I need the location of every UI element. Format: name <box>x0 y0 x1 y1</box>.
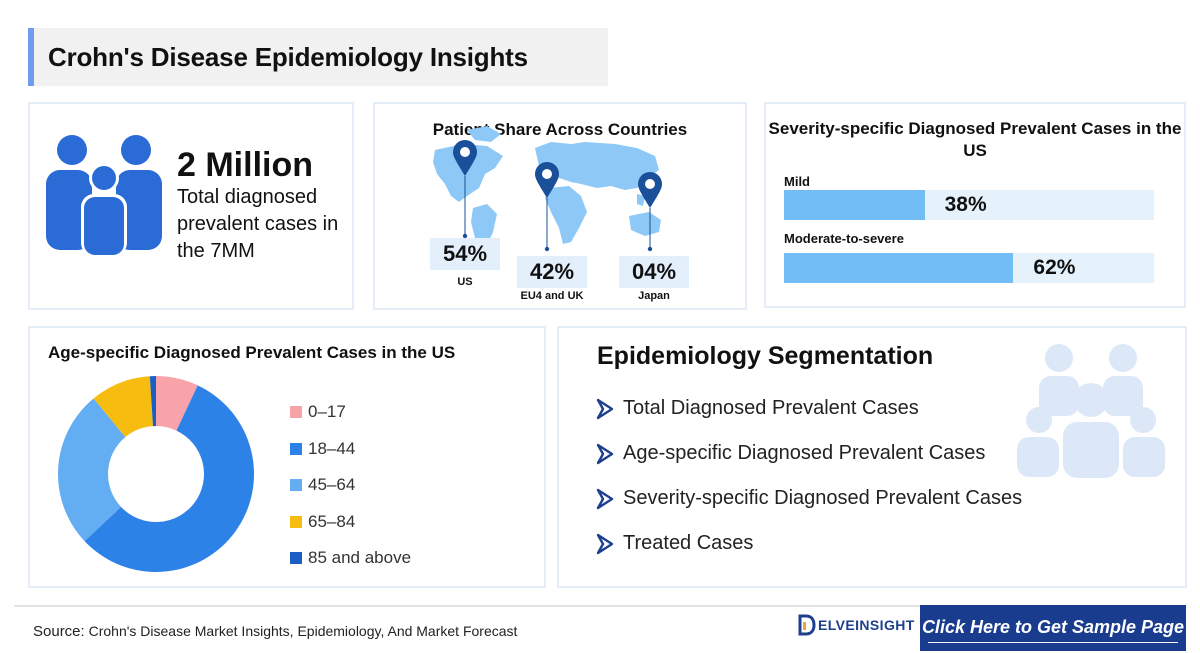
logo-mark-icon <box>798 614 816 636</box>
segmentation-item: Total Diagnosed Prevalent Cases <box>595 386 1022 431</box>
segmentation-item-label: Treated Cases <box>623 532 754 554</box>
footer-divider <box>14 605 1186 607</box>
severity-moderate-value: 62% <box>1033 256 1076 279</box>
legend-swatch <box>290 442 302 455</box>
legend-label: 0–17 <box>308 402 346 422</box>
severity-moderate-label: Moderate-to-severe <box>784 231 904 246</box>
title-box: Crohn's Disease Epidemiology Insights (2… <box>28 28 608 130</box>
segmentation-item: Treated Cases <box>595 521 1022 566</box>
family-icon <box>46 135 162 256</box>
legend-label: 45–64 <box>308 475 356 495</box>
donut-slice <box>93 376 153 438</box>
donut-slice <box>57 398 126 542</box>
donut-slice <box>84 385 255 572</box>
legend-label: 65–84 <box>308 511 356 531</box>
sample-page-label: Click Here to Get Sample Page <box>921 617 1185 637</box>
severity-title: Severity-specific Diagnosed Prevalent Ca… <box>768 119 1182 160</box>
age-donut-chart <box>57 376 255 572</box>
legend-item: 85 and above <box>290 540 411 577</box>
age-legend: 0–17 18–44 45–64 65–84 85 and above <box>290 394 411 577</box>
legend-item: 0–17 <box>290 394 411 431</box>
donut-slice <box>149 376 156 427</box>
world-map-icon <box>433 126 662 254</box>
total-cases-description: Total diagnosed prevalent cases in the 7… <box>177 186 339 262</box>
segmentation-card: Epidemiology Segmentation Total Diagnose… <box>557 326 1187 588</box>
total-cases-card: 2 Million Total diagnosed prevalent case… <box>28 102 354 310</box>
legend-label: 85 and above <box>308 548 412 568</box>
location-pin-japan <box>638 172 662 252</box>
chevron-right-icon <box>596 443 614 464</box>
severity-card: Severity-specific Diagnosed Prevalent Ca… <box>764 102 1186 308</box>
legend-swatch <box>290 515 302 528</box>
legend-swatch <box>290 552 302 565</box>
legend-item: 45–64 <box>290 467 411 504</box>
location-pin-us <box>453 140 477 239</box>
legend-item: 18–44 <box>290 431 411 468</box>
share-us-label: US <box>457 276 473 288</box>
age-card: Age-specific Diagnosed Prevalent Cases i… <box>28 326 546 588</box>
share-japan-label: Japan <box>638 290 670 302</box>
chevron-right-icon <box>596 488 614 509</box>
segmentation-item: Severity-specific Diagnosed Prevalent Ca… <box>595 476 1022 521</box>
patient-share-card: Patient Share Across Countries <box>373 102 747 310</box>
severity-mild-value: 38% <box>944 193 987 216</box>
segmentation-item-label: Age-specific Diagnosed Prevalent Cases <box>623 442 986 464</box>
share-us-value: 54% <box>430 238 500 270</box>
share-japan-value: 04% <box>619 256 689 288</box>
segmentation-item: Age-specific Diagnosed Prevalent Cases <box>595 431 1022 476</box>
severity-moderate-fill <box>784 253 1014 283</box>
delveinsight-logo[interactable]: ELVEINSIGHT <box>798 614 915 636</box>
segmentation-item-label: Severity-specific Diagnosed Prevalent Ca… <box>623 487 1023 509</box>
severity-moderate-bar: 62% <box>784 253 1154 283</box>
share-eu-value: 42% <box>517 256 587 288</box>
severity-mild-fill <box>784 190 925 220</box>
share-eu-label: EU4 and UK <box>520 290 584 302</box>
sample-page-button[interactable]: Click Here to Get Sample Page <box>920 605 1186 651</box>
age-chart-title: Age-specific Diagnosed Prevalent Cases i… <box>48 343 456 362</box>
cta-underline <box>928 642 1178 643</box>
segmentation-title: Epidemiology Segmentation <box>597 342 934 370</box>
source-label: Source: <box>33 623 85 640</box>
legend-swatch <box>290 406 302 419</box>
group-people-icon <box>1017 344 1165 478</box>
total-cases-value: 2 Million <box>177 146 313 184</box>
logo-text: ELVEINSIGHT <box>818 617 915 633</box>
legend-item: 65–84 <box>290 504 411 541</box>
source-note: Source: Crohn's Disease Market Insights,… <box>33 623 517 640</box>
severity-mild-label: Mild <box>784 174 810 189</box>
source-text: Crohn's Disease Market Insights, Epidemi… <box>88 623 518 639</box>
segmentation-list: Total Diagnosed Prevalent Cases Age-speci… <box>595 386 1022 566</box>
chevron-right-icon <box>596 398 614 419</box>
legend-label: 18–44 <box>308 438 356 458</box>
chevron-right-icon <box>596 533 614 554</box>
donut-slice <box>156 376 198 431</box>
location-pin-eu <box>535 162 559 252</box>
severity-mild-bar: 38% <box>784 190 1154 220</box>
segmentation-item-label: Total Diagnosed Prevalent Cases <box>623 397 919 419</box>
legend-swatch <box>290 479 302 492</box>
